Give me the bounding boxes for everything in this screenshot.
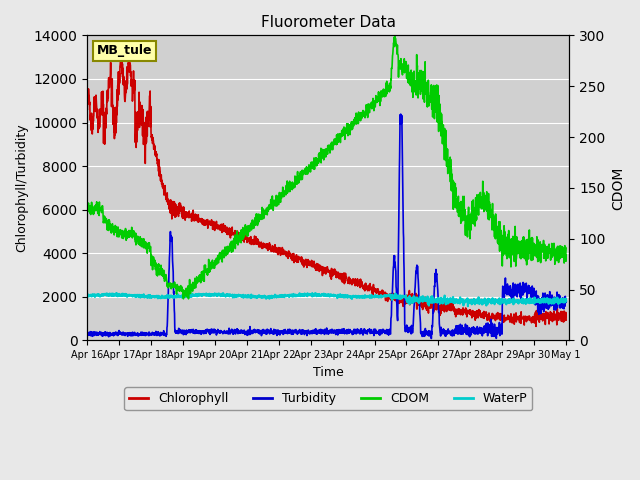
Text: MB_tule: MB_tule [97, 45, 152, 58]
Y-axis label: CDOM: CDOM [611, 166, 625, 210]
Title: Fluorometer Data: Fluorometer Data [260, 15, 396, 30]
Legend: Chlorophyll, Turbidity, CDOM, WaterP: Chlorophyll, Turbidity, CDOM, WaterP [124, 387, 532, 410]
Y-axis label: Chlorophyll/Turbidity: Chlorophyll/Turbidity [15, 123, 28, 252]
X-axis label: Time: Time [313, 366, 344, 379]
